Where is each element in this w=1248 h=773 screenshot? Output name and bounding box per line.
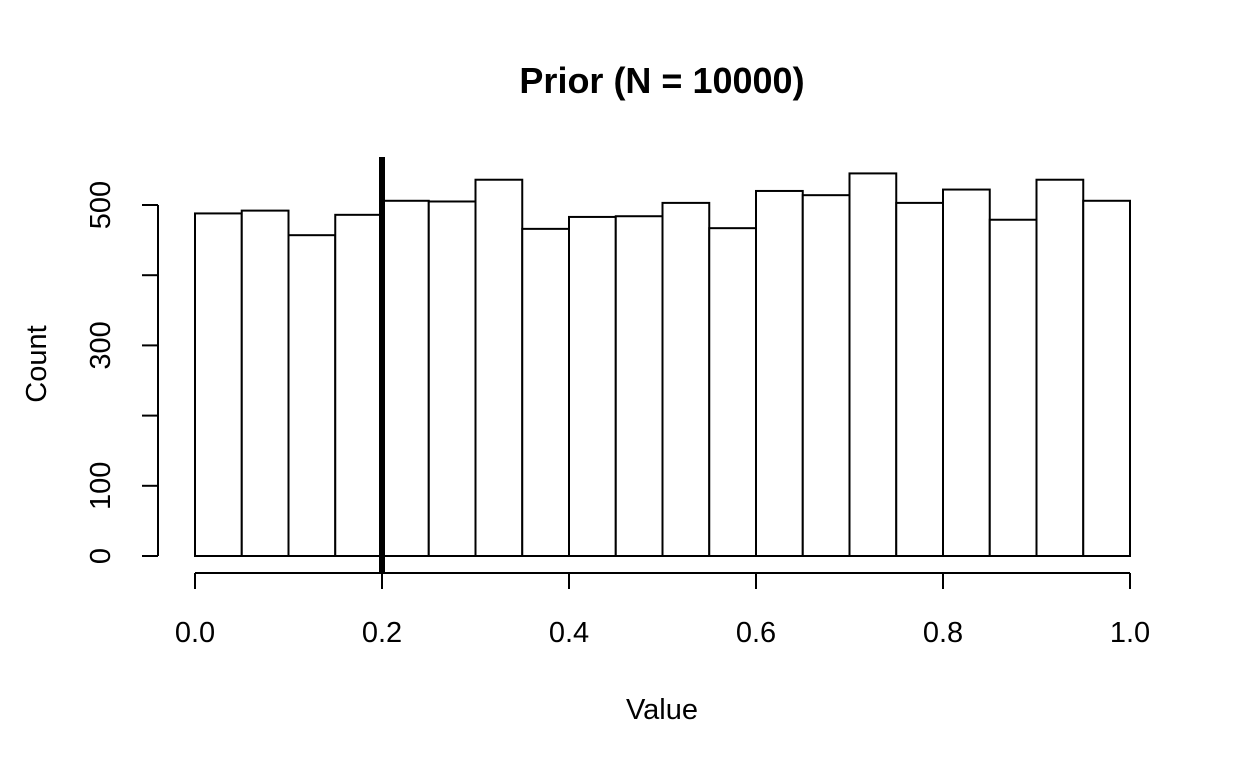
histogram-bar [194,212,243,557]
histogram-bar [1035,178,1085,557]
y-axis-title: Count [21,325,53,402]
x-tick-label: 0.8 [923,617,963,649]
histogram-bar [708,227,757,558]
x-tick-label: 0.0 [175,617,215,649]
histogram-bar [895,201,944,557]
y-tick-label: 300 [85,321,117,369]
histogram-bar [427,200,477,558]
histogram-bar [661,201,711,557]
histogram-bar [568,215,617,558]
histogram-bar [614,215,664,557]
y-tick-label: 500 [85,181,117,229]
histogram-bar [334,213,383,557]
y-tick-label: 100 [85,462,117,510]
histogram-bar [474,178,524,557]
y-axis: 0 100 300 500 [85,181,159,564]
x-tick-label: 0.2 [362,617,402,649]
histogram-bar [942,188,991,557]
y-tick-label: 0 [85,548,117,564]
histogram-bar [381,199,430,557]
histogram-bar [988,218,1038,557]
bars-group [194,172,1131,558]
x-tick-label: 0.4 [549,617,589,649]
histogram-bar [287,234,337,557]
histogram-bar [1082,199,1131,557]
histogram-bar [755,189,804,558]
x-axis-title: Value [626,694,698,726]
histogram-bar [848,172,898,557]
x-axis: 0.0 0.2 0.4 0.6 0.8 1.0 [175,572,1150,649]
histogram-bar [521,227,570,557]
histogram-bar [240,209,290,557]
histogram-bar [801,194,851,557]
x-tick-label: 1.0 [1110,617,1150,649]
chart-title: Prior (N = 10000) [519,60,804,101]
x-tick-label: 0.6 [736,617,776,649]
